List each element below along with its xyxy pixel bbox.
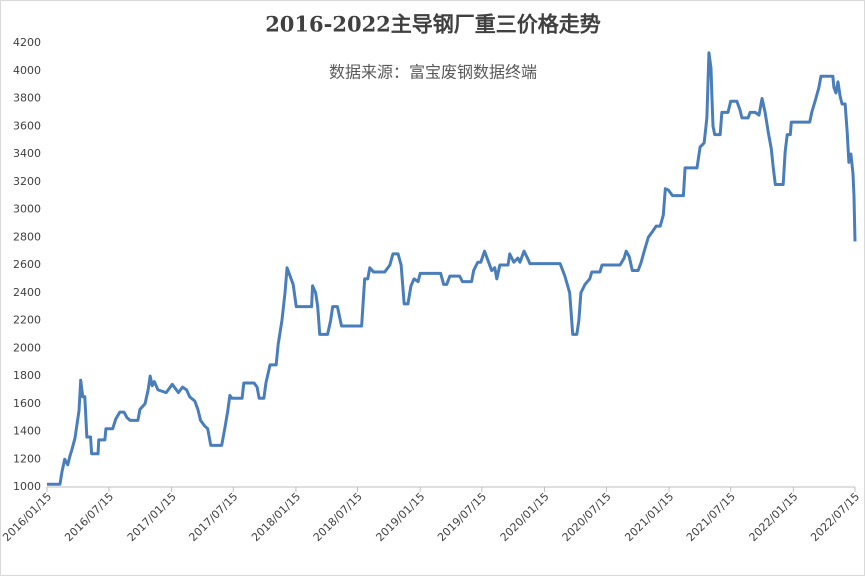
y-tick-label: 2400 <box>13 286 41 299</box>
y-tick-label: 2000 <box>13 341 41 354</box>
y-tick-label: 4200 <box>13 36 41 49</box>
y-tick-label: 3200 <box>13 175 41 188</box>
line-series <box>47 51 857 486</box>
y-tick-label: 3600 <box>13 119 41 132</box>
y-tick-label: 3000 <box>13 203 41 216</box>
y-tick-label: 3400 <box>13 147 41 160</box>
y-tick-label: 4000 <box>13 64 41 77</box>
y-tick-label: 1400 <box>13 425 41 438</box>
y-tick-label: 2800 <box>13 230 41 243</box>
y-tick-label: 2200 <box>13 314 41 327</box>
chart-title: 2016-2022主导钢厂重三价格走势 <box>265 12 601 37</box>
y-tick-label: 1200 <box>13 452 41 465</box>
y-tick-label: 3800 <box>13 92 41 105</box>
y-tick-label: 1800 <box>13 369 41 382</box>
y-tick-label: 2600 <box>13 258 41 271</box>
y-tick-label: 1000 <box>13 480 41 493</box>
chart-subtitle: 数据来源：富宝废钢数据终端 <box>329 63 537 82</box>
y-tick-label: 1600 <box>13 397 41 410</box>
